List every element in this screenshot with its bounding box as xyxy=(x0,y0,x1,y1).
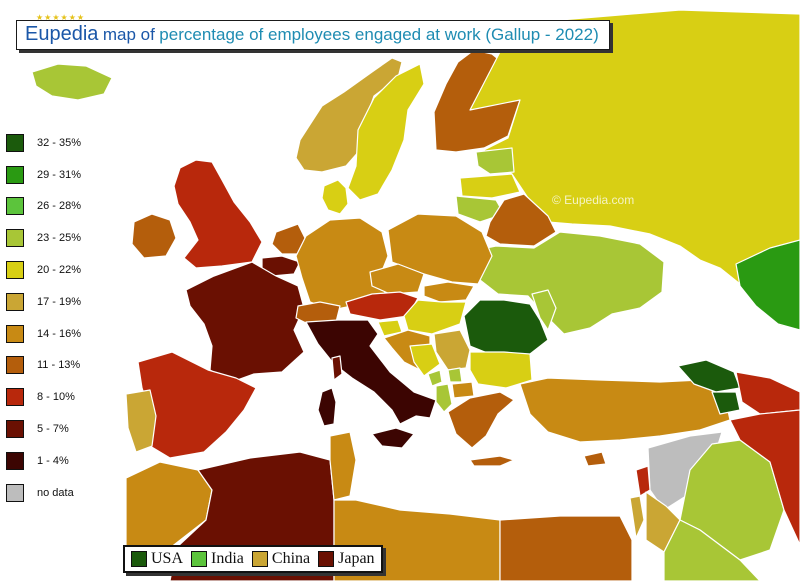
region-lebanon xyxy=(635,465,651,497)
legend-label: no data xyxy=(37,486,74,499)
region-north-macedonia xyxy=(451,381,475,399)
legend-label: 29 - 31% xyxy=(37,168,82,181)
region-sweden xyxy=(347,63,425,201)
legend-item: 32 - 35% xyxy=(6,127,81,159)
region-albania xyxy=(435,383,453,413)
region-tunisia xyxy=(329,431,357,501)
region-iceland xyxy=(31,63,113,101)
region-denmark xyxy=(321,179,349,215)
region-bulgaria xyxy=(469,351,533,389)
region-azerbaijan xyxy=(735,371,800,415)
region-saudi-arabia xyxy=(663,519,761,581)
legend-swatch xyxy=(6,133,24,152)
legend-item: 1 - 4% xyxy=(6,445,81,477)
region-czechia xyxy=(369,263,425,295)
region-portugal xyxy=(125,389,157,453)
comparison-item: Japan xyxy=(318,550,375,568)
legend: 32 - 35% 29 - 31% 26 - 28% 23 - 25% 20 - 22%… xyxy=(6,127,81,509)
region-kosovo xyxy=(447,367,463,383)
comparison-swatch xyxy=(251,551,268,567)
legend-swatch xyxy=(6,165,24,184)
comparison-swatch xyxy=(131,551,147,567)
region-greece xyxy=(447,391,515,449)
region-estonia xyxy=(475,147,515,175)
region-turkey xyxy=(519,377,731,443)
region-hungary xyxy=(403,299,467,335)
region-armenia xyxy=(711,391,741,415)
eu-stars-icon: ★★★★★★ xyxy=(36,13,86,22)
comparison-legend: USA India China Japan xyxy=(123,545,383,573)
comparison-swatch xyxy=(191,551,208,567)
region-montenegro xyxy=(427,369,443,387)
legend-item: 20 - 22% xyxy=(6,254,81,286)
comparison-item: India xyxy=(191,550,244,568)
legend-swatch xyxy=(6,451,24,470)
title-text: map of xyxy=(102,25,155,44)
map-title: Eupedia map of percentage of employees e… xyxy=(16,20,610,50)
legend-item: no data xyxy=(6,477,81,509)
region-cyprus xyxy=(583,451,607,467)
comparison-swatch xyxy=(318,551,335,567)
region-sardinia xyxy=(317,387,337,427)
legend-label: 23 - 25% xyxy=(37,232,82,245)
region-iran xyxy=(729,409,800,546)
region-uk xyxy=(173,159,263,269)
legend-label: 14 - 16% xyxy=(37,327,82,340)
comparison-item: China xyxy=(251,550,311,568)
region-latvia xyxy=(459,173,521,199)
legend-item: 23 - 25% xyxy=(6,222,81,254)
legend-swatch xyxy=(6,229,24,248)
region-belarus xyxy=(485,193,557,247)
comparison-label: Japan xyxy=(338,550,375,567)
legend-label: 11 - 13% xyxy=(37,359,81,372)
legend-swatch xyxy=(6,292,24,311)
region-egypt xyxy=(499,515,633,581)
region-ireland xyxy=(131,213,177,259)
legend-label: 32 - 35% xyxy=(37,136,82,149)
region-kazakhstan xyxy=(735,239,800,331)
legend-swatch xyxy=(6,356,24,375)
region-france xyxy=(185,261,305,383)
legend-swatch xyxy=(6,324,24,343)
region-sicily xyxy=(371,427,415,449)
region-ukraine xyxy=(475,231,665,335)
region-romania xyxy=(463,299,549,359)
region-israel xyxy=(629,495,645,539)
region-italy xyxy=(305,319,437,425)
legend-swatch xyxy=(6,483,24,502)
comparison-label: USA xyxy=(151,550,184,567)
legend-label: 1 - 4% xyxy=(37,454,69,467)
watermark: © Eupedia.com xyxy=(552,193,635,207)
legend-item: 5 - 7% xyxy=(6,413,81,445)
legend-label: 20 - 22% xyxy=(37,264,82,277)
legend-item: 17 - 19% xyxy=(6,286,81,318)
title-highlight: percentage of employees engaged at work … xyxy=(159,25,599,44)
legend-label: 26 - 28% xyxy=(37,200,82,213)
legend-item: 26 - 28% xyxy=(6,191,81,223)
watermark: © Eupedia.com xyxy=(362,476,445,490)
legend-item: 8 - 10% xyxy=(6,381,81,413)
comparison-label: India xyxy=(211,550,244,567)
legend-item: 11 - 13% xyxy=(6,350,81,382)
comparison-item: USA xyxy=(131,550,183,568)
legend-item: 29 - 31% xyxy=(6,159,81,191)
title-brand: Eupedia xyxy=(25,23,99,45)
region-corsica xyxy=(331,355,343,381)
legend-label: 8 - 10% xyxy=(37,391,75,404)
region-slovakia xyxy=(423,281,475,303)
region-crete xyxy=(469,455,515,467)
legend-swatch xyxy=(6,261,24,280)
legend-label: 5 - 7% xyxy=(37,423,69,436)
legend-swatch xyxy=(6,197,24,216)
legend-swatch xyxy=(6,420,24,439)
legend-label: 17 - 19% xyxy=(37,295,82,308)
comparison-label: China xyxy=(271,550,311,567)
legend-swatch xyxy=(6,388,24,407)
region-serbia xyxy=(433,329,471,371)
region-bosnia xyxy=(409,343,441,377)
legend-item: 14 - 16% xyxy=(6,318,81,350)
region-moldova xyxy=(531,289,557,331)
